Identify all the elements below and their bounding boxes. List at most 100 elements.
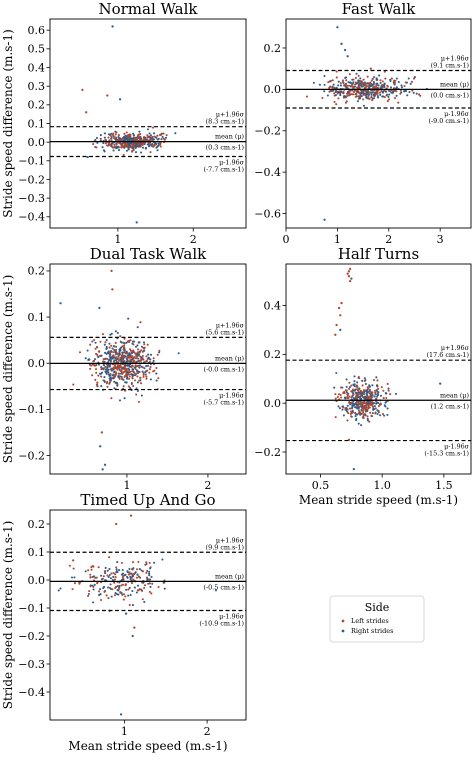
point-left xyxy=(133,359,136,362)
point-left xyxy=(95,345,99,348)
point-outlier-right xyxy=(119,713,123,716)
point-right xyxy=(137,370,140,373)
point-right xyxy=(363,377,366,380)
point-right xyxy=(140,588,143,591)
point-left xyxy=(367,405,370,408)
point-left xyxy=(124,370,127,373)
point-right xyxy=(148,136,151,139)
point-left xyxy=(367,97,370,100)
point-left xyxy=(381,80,384,83)
point-right xyxy=(131,376,134,380)
point-right xyxy=(155,379,158,382)
point-right xyxy=(129,136,132,139)
point-right xyxy=(122,578,125,581)
mean-value: (0.0 cm.s-1) xyxy=(431,91,469,99)
lower-limit-value: (-10.9 cm.s-1) xyxy=(199,620,244,628)
point-left xyxy=(139,321,142,324)
point-right xyxy=(386,413,389,416)
point-left xyxy=(131,582,134,585)
upper-limit-label: μ+1.96σ xyxy=(441,55,470,63)
point-right xyxy=(116,588,119,591)
point-right xyxy=(101,146,104,149)
panel-5: μ+1.96σ(9.9 cm.s-1) mean (μ) (-0.5 cm.s-1)… xyxy=(1,491,247,753)
point-left xyxy=(155,366,158,370)
point-left xyxy=(141,355,144,358)
point-right xyxy=(362,89,366,92)
point-right xyxy=(124,573,127,576)
point-right xyxy=(409,82,412,85)
point-left xyxy=(143,136,146,139)
point-left xyxy=(157,585,160,589)
point-left xyxy=(137,400,141,403)
point-right xyxy=(366,391,369,394)
point-left xyxy=(363,380,366,383)
point-left xyxy=(370,414,373,417)
point-right xyxy=(139,379,142,382)
point-left xyxy=(337,97,340,100)
point-left xyxy=(143,584,147,587)
point-right xyxy=(337,91,340,94)
point-left xyxy=(111,146,114,149)
point-left xyxy=(123,337,126,340)
x-tick-label: 0.5 xyxy=(312,479,330,492)
point-right xyxy=(387,95,390,98)
point-left xyxy=(156,134,159,137)
point-right xyxy=(98,372,102,375)
point-right xyxy=(123,137,126,140)
point-left xyxy=(379,79,382,82)
point-left xyxy=(102,358,105,361)
point-right xyxy=(117,375,120,378)
point-left xyxy=(95,146,98,149)
point-right xyxy=(109,356,112,359)
x-tick-label: 2 xyxy=(190,233,197,246)
point-right xyxy=(107,575,110,578)
point-right xyxy=(148,574,151,577)
point-left xyxy=(112,571,115,575)
point-right xyxy=(148,578,152,581)
point-right xyxy=(125,350,128,353)
point-right xyxy=(84,570,87,573)
point-right xyxy=(332,83,335,86)
point-outlier-left xyxy=(133,626,136,629)
point-left xyxy=(130,355,133,358)
point-right xyxy=(111,347,114,350)
point-left xyxy=(352,78,355,81)
upper-limit-label: μ+1.96σ xyxy=(216,536,245,544)
point-left xyxy=(153,143,156,146)
point-outlier-left xyxy=(111,288,114,291)
point-left xyxy=(376,92,379,95)
point-right xyxy=(339,94,342,97)
point-outlier-right xyxy=(59,302,62,305)
legend-marker-right xyxy=(341,629,345,633)
point-right xyxy=(103,136,106,139)
point-left xyxy=(89,573,92,576)
point-right xyxy=(332,89,335,92)
point-right xyxy=(57,589,60,592)
point-left xyxy=(347,412,350,415)
point-outlier-left xyxy=(110,269,113,273)
point-right xyxy=(355,419,358,422)
point-right xyxy=(174,132,177,135)
point-outlier-right xyxy=(323,218,326,221)
point-left xyxy=(134,367,137,371)
point-right xyxy=(115,592,118,596)
panel-2: μ+1.96σ(9.1 cm.s-1) mean (μ) (0.0 cm.s-1) μ… xyxy=(254,0,472,246)
point-left xyxy=(135,354,138,357)
upper-limit-value: (8.3 cm.s-1) xyxy=(206,118,244,126)
point-right xyxy=(73,576,76,579)
point-right xyxy=(119,347,122,350)
point-left xyxy=(107,136,110,139)
point-left xyxy=(142,375,145,378)
point-right xyxy=(116,561,119,564)
lower-limit-label: μ-1.96σ xyxy=(444,110,470,118)
point-left xyxy=(106,364,109,368)
point-right xyxy=(360,424,363,427)
point-left xyxy=(96,353,99,356)
point-left xyxy=(116,367,119,370)
point-left xyxy=(120,146,123,149)
point-left xyxy=(362,392,365,395)
point-left xyxy=(104,569,107,573)
point-right xyxy=(130,382,133,386)
mean-value: (0.3 cm.s-1) xyxy=(206,144,244,152)
